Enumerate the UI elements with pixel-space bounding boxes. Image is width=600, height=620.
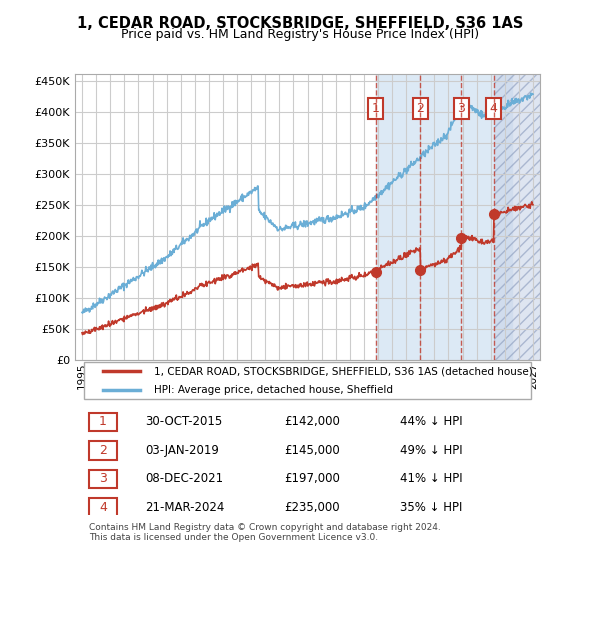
Text: 49% ↓ HPI: 49% ↓ HPI <box>401 444 463 457</box>
Text: £235,000: £235,000 <box>284 501 340 514</box>
Text: Price paid vs. HM Land Registry's House Price Index (HPI): Price paid vs. HM Land Registry's House … <box>121 28 479 41</box>
Text: £142,000: £142,000 <box>284 415 340 428</box>
FancyBboxPatch shape <box>89 470 117 488</box>
Text: 08-DEC-2021: 08-DEC-2021 <box>145 472 223 485</box>
FancyBboxPatch shape <box>84 362 531 399</box>
FancyBboxPatch shape <box>89 441 117 459</box>
Bar <box>494 74 540 360</box>
Text: 41% ↓ HPI: 41% ↓ HPI <box>401 472 463 485</box>
Text: 3: 3 <box>457 102 466 115</box>
Text: Contains HM Land Registry data © Crown copyright and database right 2024.
This d: Contains HM Land Registry data © Crown c… <box>89 523 440 542</box>
Text: £197,000: £197,000 <box>284 472 340 485</box>
Bar <box>494 74 540 360</box>
Text: 35% ↓ HPI: 35% ↓ HPI <box>401 501 463 514</box>
Bar <box>376 74 512 360</box>
Text: 1, CEDAR ROAD, STOCKSBRIDGE, SHEFFIELD, S36 1AS (detached house): 1, CEDAR ROAD, STOCKSBRIDGE, SHEFFIELD, … <box>154 366 533 376</box>
Text: 03-JAN-2019: 03-JAN-2019 <box>145 444 218 457</box>
Text: £145,000: £145,000 <box>284 444 340 457</box>
Text: 1: 1 <box>99 415 107 428</box>
FancyBboxPatch shape <box>89 498 117 516</box>
Text: 21-MAR-2024: 21-MAR-2024 <box>145 501 224 514</box>
Text: 30-OCT-2015: 30-OCT-2015 <box>145 415 222 428</box>
Text: 2: 2 <box>416 102 424 115</box>
Text: 44% ↓ HPI: 44% ↓ HPI <box>401 415 463 428</box>
Text: 2: 2 <box>99 444 107 457</box>
Text: 4: 4 <box>99 501 107 514</box>
Text: 3: 3 <box>99 472 107 485</box>
Text: 4: 4 <box>490 102 498 115</box>
Text: HPI: Average price, detached house, Sheffield: HPI: Average price, detached house, Shef… <box>154 384 393 395</box>
Text: 1, CEDAR ROAD, STOCKSBRIDGE, SHEFFIELD, S36 1AS: 1, CEDAR ROAD, STOCKSBRIDGE, SHEFFIELD, … <box>77 16 523 30</box>
Text: 1: 1 <box>371 102 379 115</box>
FancyBboxPatch shape <box>89 413 117 431</box>
